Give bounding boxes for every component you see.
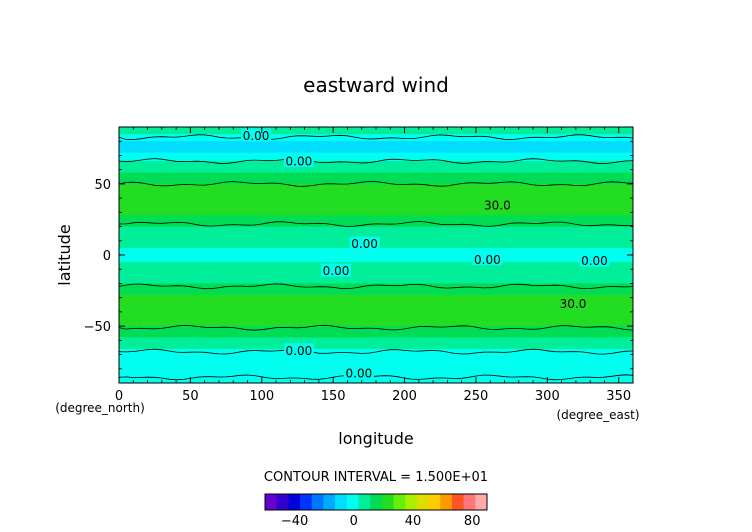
contour-label: 0.00 [286, 344, 313, 358]
field-band [119, 152, 633, 162]
contour-lines [119, 134, 633, 381]
colorbar-swatch [451, 494, 465, 510]
colorbar-swatch [381, 494, 394, 510]
contour-label-bg [579, 253, 610, 267]
field-band [119, 337, 633, 350]
y-unit-label: (degree_north) [55, 401, 145, 415]
contour-label-bg [283, 343, 314, 357]
field-band [119, 348, 633, 358]
colorbar: −40 0 40 80 [264, 493, 488, 529]
colorbar-swatch [300, 494, 313, 510]
field-band [119, 161, 633, 174]
contour-label: 0.00 [474, 253, 501, 267]
x-tick-label: 0 [115, 389, 123, 404]
x-unit-label: (degree_east) [556, 408, 639, 422]
colorbar-swatch [288, 494, 301, 510]
contour-line [119, 158, 633, 165]
contour-line [119, 181, 633, 187]
colorbar-swatch [416, 494, 429, 510]
field-band [119, 215, 633, 228]
y-axis: 50 0 −50 [84, 140, 633, 370]
field-band [119, 134, 633, 142]
plot-field [119, 127, 633, 383]
contour-line [119, 324, 633, 331]
contour-interval-text: CONTOUR INTERVAL = 1.500E+01 [264, 470, 488, 485]
colorbar-swatch [323, 494, 336, 510]
colorbar-tick-label: −40 [281, 514, 308, 529]
x-tick-label: 50 [182, 389, 199, 404]
colorbar-tick-label: 40 [405, 514, 422, 529]
field-band [119, 205, 633, 216]
x-axis: 0 50 100 150 200 250 300 350 [115, 127, 631, 404]
colorbar-swatch [405, 494, 418, 510]
colorbar-swatch [440, 494, 453, 510]
y-tick-label: 50 [94, 178, 111, 193]
contour-line [119, 283, 633, 290]
colorbar-frame [264, 493, 488, 511]
colorbar-swatch [370, 494, 383, 510]
contour-line [119, 134, 633, 141]
contour-label-bg [343, 366, 374, 380]
colorbar-swatch [335, 494, 348, 510]
contour-label: 0.00 [351, 237, 378, 251]
colorbar-swatch [393, 494, 406, 510]
contour-label: 30.0 [484, 199, 511, 213]
contour-line [119, 221, 633, 227]
contour-line [119, 348, 633, 355]
colorbar-swatch [463, 494, 476, 510]
contour-label-bg [482, 198, 513, 212]
x-tick-label: 350 [606, 389, 631, 404]
x-tick-label: 250 [464, 389, 489, 404]
field-band [119, 314, 633, 327]
colorbar-swatch [265, 494, 278, 510]
field-band [119, 368, 633, 378]
x-tick-label: 200 [392, 389, 417, 404]
contour-label-bg [283, 154, 314, 168]
field-band [119, 326, 633, 339]
y-tick-label: −50 [84, 320, 111, 335]
field-band [119, 247, 633, 256]
colorbar-swatch [428, 494, 441, 510]
field-band [119, 272, 633, 285]
contour-label: 0.00 [323, 264, 350, 278]
field-band [119, 226, 633, 239]
field-band [119, 357, 633, 370]
contour-label: 0.00 [243, 129, 270, 143]
contour-label: 30.0 [560, 297, 587, 311]
x-axis-title: longitude [338, 429, 413, 448]
colorbar-swatch [311, 494, 324, 510]
colorbar-swatch [358, 494, 371, 510]
contour-label-bg [472, 252, 503, 266]
colorbar-tick-label: 0 [350, 514, 358, 529]
contour-label: 0.00 [346, 367, 373, 381]
contour-label-bg [349, 236, 380, 250]
contour-label-bg [241, 128, 272, 142]
field-band [119, 255, 633, 263]
chart-title: eastward wind [303, 73, 449, 97]
contour-label: 0.00 [581, 254, 608, 268]
contour-label-bg [558, 296, 589, 310]
field-band [119, 141, 633, 154]
field-band [119, 172, 633, 185]
contour-label-bg [321, 263, 352, 277]
field-band [119, 283, 633, 296]
x-tick-label: 150 [321, 389, 346, 404]
field-band [119, 195, 633, 206]
colorbar-swatch [475, 494, 488, 510]
colorbar-swatch [346, 494, 359, 510]
y-axis-title: latitude [55, 224, 74, 285]
field-band [119, 294, 633, 306]
field-band [119, 127, 633, 135]
field-band [119, 183, 633, 196]
y-tick-label: 0 [103, 249, 111, 264]
contour-label: 0.00 [286, 155, 313, 169]
colorbar-tick-label: 80 [464, 514, 481, 529]
field-band [119, 262, 633, 273]
field-band [119, 304, 633, 316]
x-tick-label: 300 [535, 389, 560, 404]
x-tick-label: 100 [249, 389, 274, 404]
colorbar-swatch [276, 494, 289, 510]
